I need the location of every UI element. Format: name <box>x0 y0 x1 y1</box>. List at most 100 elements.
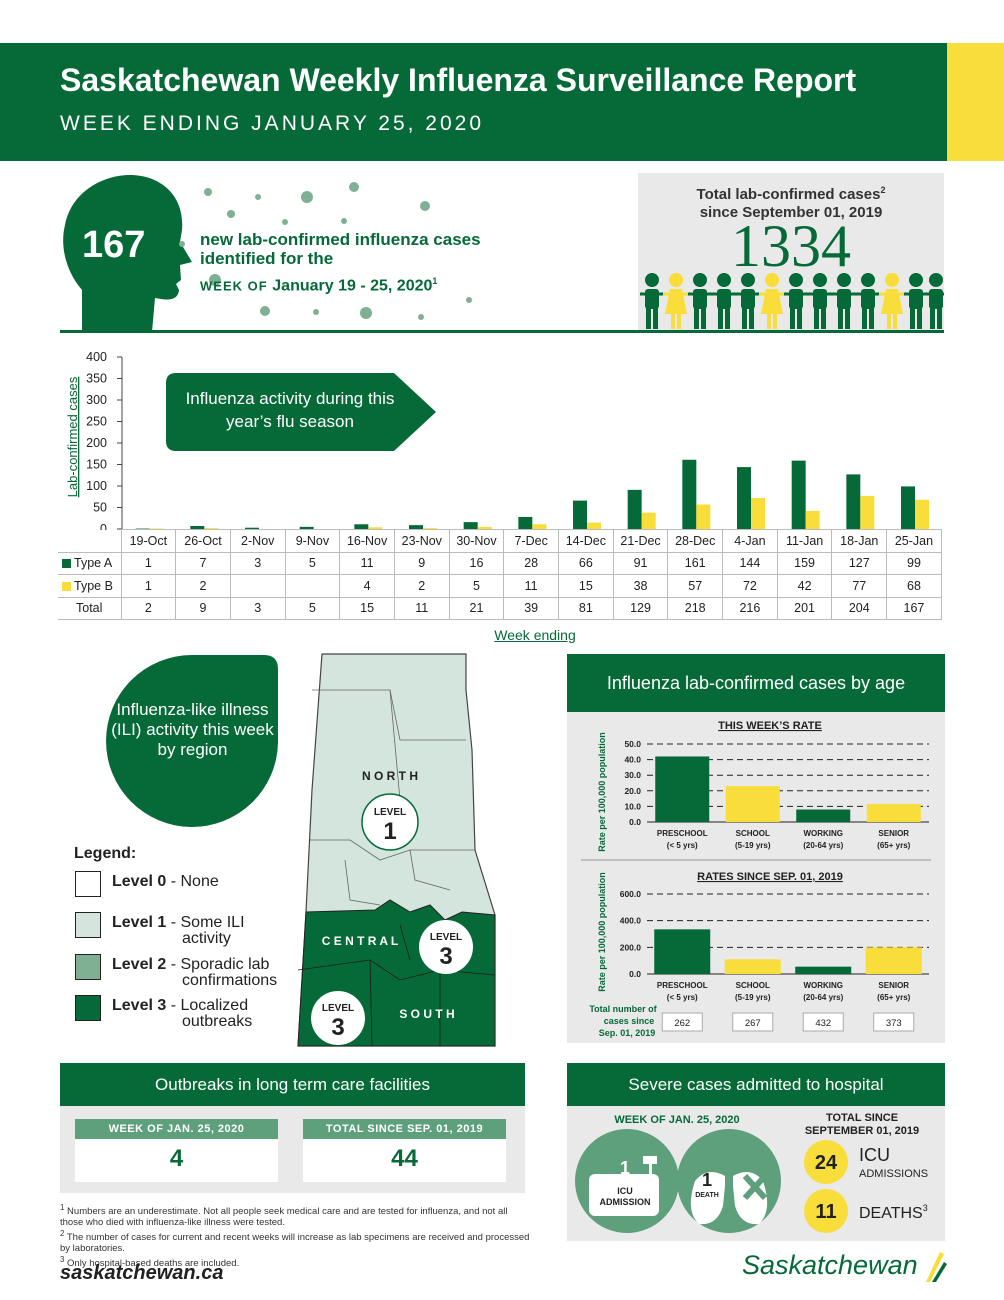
bar-type-a <box>299 526 314 529</box>
chart-title: Influenza activity during this year’s fl… <box>185 389 395 431</box>
bar-type-b <box>423 528 437 529</box>
table-header-cell: 9-Nov <box>284 529 341 553</box>
y-tick-label: 10.0 <box>624 801 641 811</box>
y-tick-label: 30.0 <box>624 770 641 780</box>
age-panel-header: Influenza lab-confirmed cases by age <box>567 654 945 712</box>
table-cell-total: 81 <box>558 596 614 620</box>
bar-type-b <box>751 498 765 529</box>
total-deaths-badge <box>804 1189 848 1233</box>
website-link[interactable]: saskatchewan.ca <box>60 1262 224 1284</box>
y-tick-label: 0 <box>100 522 107 530</box>
since-sep-rate-title: RATES SINCE SEP. 01, 2019 <box>697 871 843 883</box>
table-header-cell: 26-Oct <box>175 529 231 553</box>
age-range-label: (5-19 yrs) <box>735 993 771 1002</box>
y-tick-label: 0.0 <box>629 817 641 827</box>
table-cell-type-a: 144 <box>722 551 778 575</box>
table-cell-type-a: 5 <box>284 551 341 575</box>
age-bar-working <box>795 966 852 974</box>
total-icu-count: 24 <box>815 1152 838 1174</box>
table-cell-type-b: 4 <box>339 574 395 598</box>
table-cell-total: 9 <box>175 596 231 620</box>
table-header-cell: 2-Nov <box>229 529 286 553</box>
table-header-cell: 21-Dec <box>612 529 669 553</box>
table-cell-total: 21 <box>448 596 505 620</box>
legend-swatch-level-3 <box>75 995 101 1021</box>
counts-label-line3: Sep. 01, 2019 <box>599 1028 656 1038</box>
table-cell-type-b: 38 <box>612 574 669 598</box>
table-cell-total: 167 <box>886 596 942 620</box>
table-header-cell: 18-Jan <box>831 529 888 553</box>
table-cell-total: 5 <box>284 596 341 620</box>
svg-text:3: 3 <box>331 1014 344 1041</box>
y-tick-label: 400.0 <box>620 916 642 926</box>
table-header-cell: 11-Jan <box>776 529 833 553</box>
head-icon <box>63 175 472 332</box>
icu-week-count: 1 <box>620 1158 630 1178</box>
y-tick-label: 400 <box>86 350 107 364</box>
age-category-label: SENIOR <box>878 981 909 990</box>
svg-text:1: 1 <box>383 818 396 845</box>
age-count-value: 262 <box>674 1018 690 1029</box>
table-cell-type-b <box>229 574 286 598</box>
bar-type-a <box>518 516 533 529</box>
bar-type-a <box>245 527 259 529</box>
table-cell-total: 216 <box>722 596 778 620</box>
y-tick-label: 0.0 <box>629 969 641 979</box>
table-cell-type-a: 66 <box>558 551 614 575</box>
svg-text:DEATH: DEATH <box>695 1192 719 1199</box>
y-tick-label: 200 <box>86 436 107 450</box>
age-count-value: 432 <box>815 1018 831 1029</box>
svg-text:LEVEL: LEVEL <box>374 807 406 818</box>
bar-type-a <box>190 525 205 529</box>
bar-type-b <box>368 527 383 529</box>
section-divider <box>60 330 944 333</box>
this-week-rate-title: THIS WEEK’S RATE <box>718 720 822 732</box>
region-label-central: C E N T R A L <box>322 934 398 948</box>
table-header-cell: 19-Oct <box>120 529 177 553</box>
svg-text:LEVEL: LEVEL <box>430 932 462 943</box>
table-cell-type-b: 57 <box>667 574 724 598</box>
age-bar-school <box>725 786 780 822</box>
legend-swatch-level-2 <box>75 954 101 980</box>
table-cell-type-a: 159 <box>776 551 833 575</box>
age-range-label: (20-64 yrs) <box>803 841 843 850</box>
age-range-label: (< 5 yrs) <box>667 841 698 850</box>
table-cell-type-a: 9 <box>393 551 450 575</box>
table-cell-type-a: 1 <box>120 551 177 575</box>
age-bar-school <box>724 959 781 974</box>
outbreaks-week-value: 4 <box>169 1145 184 1172</box>
table-cell-type-b: 42 <box>776 574 833 598</box>
table-header-cell: 28-Dec <box>667 529 724 553</box>
week-of-prefix: WEEK OF <box>200 278 273 294</box>
chart-x-axis-label: Week ending <box>494 627 576 643</box>
bar-type-b <box>532 524 547 529</box>
bar-type-a <box>354 524 369 529</box>
total-icu-badge <box>804 1140 848 1184</box>
y-tick-label: 40.0 <box>624 755 641 765</box>
page-title: Saskatchewan Weekly Influenza Surveillan… <box>60 62 857 98</box>
table-cell-total: 201 <box>776 596 833 620</box>
table-cell-total: 3 <box>229 596 286 620</box>
legend-swatch-level-0 <box>75 871 101 897</box>
age-range-label: (5-19 yrs) <box>735 841 771 850</box>
table-cell-type-a: 3 <box>229 551 286 575</box>
new-cases-line2: identified for the <box>200 249 334 268</box>
death-icon <box>677 1129 781 1233</box>
count-box <box>802 1012 844 1032</box>
total-deaths-count: 11 <box>815 1201 836 1223</box>
table-cell-type-a: 99 <box>886 551 942 575</box>
new-cases-description: new lab-confirmed influenza cases identi… <box>200 230 481 296</box>
row-label-type-b: Type B <box>58 574 122 598</box>
svg-text:ICU: ICU <box>617 1186 633 1196</box>
age-count-value: 373 <box>886 1018 902 1029</box>
count-box <box>661 1012 703 1032</box>
footnote-ref-2: 2 <box>880 185 886 195</box>
table-cell-type-b: 11 <box>503 574 559 598</box>
age-range-label: (65+ yrs) <box>877 993 910 1002</box>
row-label-total: Total <box>58 596 122 620</box>
people-icon-row <box>640 271 944 330</box>
bar-type-b <box>204 528 219 529</box>
age-bar-senior <box>866 804 921 822</box>
svg-text:3: 3 <box>439 943 452 970</box>
weekly-cases-table: 19-Oct 26-Oct 2-Nov 9-Nov 16-Nov 23-Nov 30-Nov… <box>58 529 942 620</box>
